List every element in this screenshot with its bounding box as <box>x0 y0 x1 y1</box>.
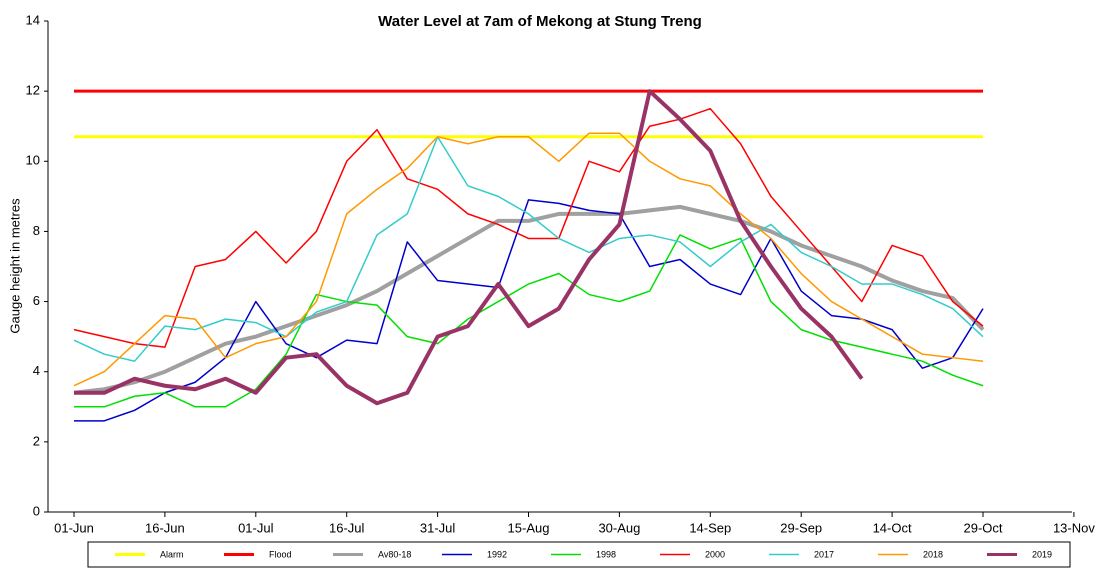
x-tick-label: 16-Jul <box>329 520 365 535</box>
y-tick-label: 14 <box>26 12 40 27</box>
legend-label: Flood <box>269 549 292 559</box>
series-line <box>74 89 864 406</box>
legend-label: 2018 <box>923 549 943 559</box>
legend-label: 2017 <box>814 549 834 559</box>
legend-label: 2000 <box>705 549 725 559</box>
legend-label: 2019 <box>1032 549 1052 559</box>
x-tick-label: 01-Jul <box>238 520 274 535</box>
series-line <box>74 234 984 408</box>
x-tick-label: 31-Jul <box>420 520 456 535</box>
y-tick-label: 4 <box>33 363 40 378</box>
legend-label: 1992 <box>487 549 507 559</box>
series-line <box>73 204 985 395</box>
series-line <box>73 107 984 348</box>
series-line <box>73 132 984 387</box>
y-tick-label: 0 <box>33 503 40 518</box>
x-tick-label: 30-Aug <box>598 520 640 535</box>
y-tick-label: 2 <box>33 433 40 448</box>
legend-box <box>87 541 1071 568</box>
y-tick-label: 10 <box>26 153 40 168</box>
x-tick-label: 14-Oct <box>873 520 912 535</box>
y-tick-label: 8 <box>33 223 40 238</box>
x-tick-label: 16-Jun <box>145 520 185 535</box>
series-line <box>73 135 984 362</box>
y-axis-label: Gauge height in metres <box>7 198 22 334</box>
x-tick-label: 14-Sep <box>689 520 731 535</box>
x-tick-label: 13-Nov <box>1053 520 1095 535</box>
y-tick-label: 6 <box>33 293 40 308</box>
legend-label: 1998 <box>596 549 616 559</box>
legend-label: Alarm <box>160 549 184 559</box>
chart-title: Water Level at 7am of Mekong at Stung Tr… <box>378 13 702 30</box>
x-tick-label: 29-Sep <box>780 520 822 535</box>
x-tick-label: 01-Jun <box>54 520 94 535</box>
x-tick-label: 29-Oct <box>963 520 1002 535</box>
legend-label: Av80-18 <box>378 549 411 559</box>
x-tick-label: 15-Aug <box>508 520 550 535</box>
y-tick-label: 12 <box>26 83 40 98</box>
